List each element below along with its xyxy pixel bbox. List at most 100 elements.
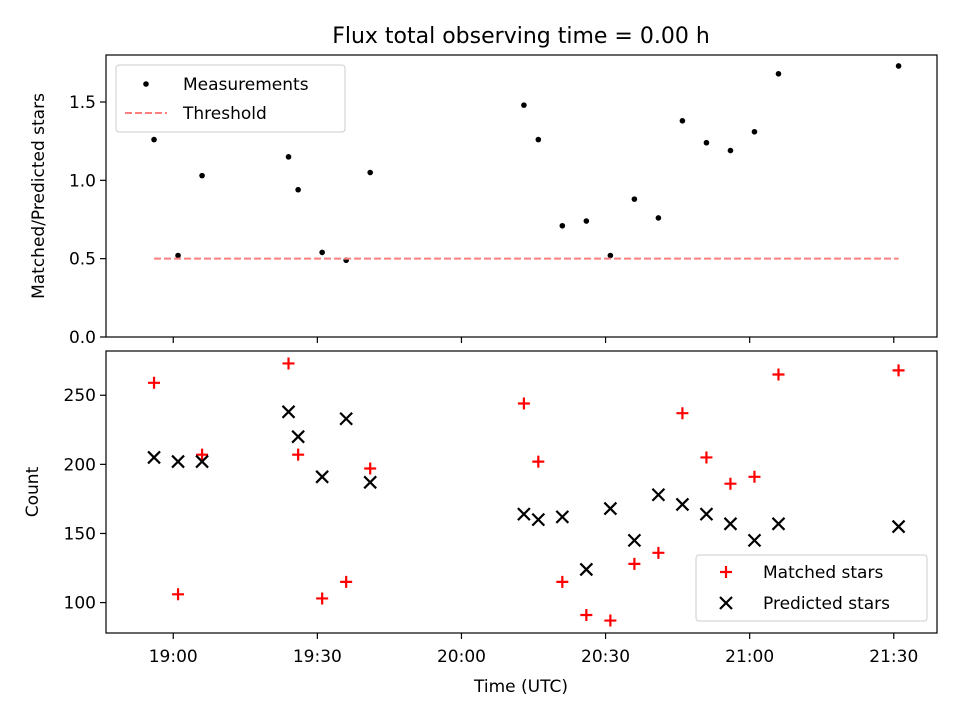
matched-star-point <box>652 546 665 559</box>
y-tick-label: 250 <box>64 386 96 406</box>
measurement-point <box>607 252 614 259</box>
matched-star-point <box>316 592 329 605</box>
measurement-point <box>285 154 292 160</box>
predicted-star-point <box>363 475 377 490</box>
bottom-y-ticks: 100 150 200 250 <box>64 386 106 614</box>
measurement-point <box>775 71 782 77</box>
matched-star-point <box>292 448 305 461</box>
measurement-point <box>199 172 205 179</box>
matched-star-point <box>892 364 905 377</box>
measurement-point <box>559 222 566 229</box>
measurement-point <box>703 139 710 146</box>
measurement-point <box>631 196 638 202</box>
matched-star-point <box>148 376 161 389</box>
measurement-point <box>895 63 902 69</box>
bottom-axes-frame <box>105 350 938 634</box>
top-y-ticks: 0.0 0.5 1.0 1.5 <box>69 93 106 348</box>
matched-star-point <box>556 575 569 588</box>
predicted-star-point <box>723 517 738 531</box>
measurement-point <box>367 169 373 176</box>
y-tick-label: 100 <box>64 594 96 614</box>
top-panel: 0.0 0.5 1.0 1.5 Matched/Predicted stars Mea… <box>29 54 938 348</box>
bottom-y-axis-label: Count <box>23 466 43 517</box>
top-y-axis-label: Matched/Predicted stars <box>29 93 49 299</box>
bottom-panel: 100 150 200 250 19:00 19:30 20:00 20:30 21:00 21… <box>23 350 938 697</box>
matched-star-point <box>628 557 641 570</box>
measurement-point <box>535 136 542 143</box>
predicted-star-point <box>291 429 305 444</box>
measurement-point <box>583 218 590 224</box>
predicted-star-point <box>603 501 618 516</box>
bottom-x-axis-label: Time (UTC) <box>473 677 568 697</box>
measurement-point <box>151 136 157 143</box>
legend-measurements-marker <box>143 81 149 87</box>
measurement-point <box>655 215 662 221</box>
legend-threshold-label: Threshold <box>182 104 267 124</box>
top-x-ticks <box>172 337 895 343</box>
legend-matched-marker <box>720 566 732 578</box>
y-tick-label: 150 <box>64 524 96 544</box>
predicted-star-point <box>281 405 296 419</box>
figure-title: Flux total observing time = 0.00 h <box>332 24 710 49</box>
y-tick-label: 1.5 <box>69 93 96 113</box>
measurement-point <box>727 147 734 154</box>
predicted-star-point <box>771 517 786 531</box>
y-tick-label: 0.0 <box>69 328 96 348</box>
predicted-star-point <box>315 470 329 484</box>
x-tick-label: 20:30 <box>581 647 630 667</box>
measurement-point <box>319 249 325 256</box>
legend-matched-label: Matched stars <box>763 563 883 583</box>
matched-star-point <box>532 455 545 468</box>
predicted-star-point <box>747 533 762 548</box>
matched-star-point <box>340 575 353 588</box>
predicted-star-point <box>675 497 690 512</box>
measurement-point <box>521 102 527 108</box>
matched-star-point <box>772 368 785 381</box>
measurement-point <box>751 128 758 135</box>
predicted-star-point <box>555 510 570 524</box>
matched-star-point <box>196 448 209 461</box>
matched-star-point <box>700 451 713 464</box>
legend-predicted-marker <box>719 596 733 610</box>
y-tick-label: 0.5 <box>69 250 96 270</box>
top-data-layer <box>151 63 902 264</box>
predicted-star-point <box>195 454 209 469</box>
predicted-star-point <box>579 562 594 577</box>
x-tick-label: 21:00 <box>725 647 774 667</box>
predicted-star-point <box>891 519 906 534</box>
bottom-data-layer <box>147 357 906 627</box>
matched-star-point <box>724 477 737 490</box>
measurement-point <box>295 186 301 193</box>
matched-star-point <box>282 357 295 370</box>
matched-star-point <box>517 397 530 410</box>
x-tick-label: 19:30 <box>293 647 342 667</box>
legend-predicted-label: Predicted stars <box>763 594 890 614</box>
matched-star-point <box>580 609 593 622</box>
x-tick-label: 19:00 <box>149 647 198 667</box>
matched-star-point <box>676 407 689 420</box>
predicted-star-point <box>651 487 666 502</box>
bottom-x-ticks: 19:00 19:30 20:00 20:30 21:00 21:30 <box>149 633 918 667</box>
matched-star-point <box>604 614 617 627</box>
predicted-star-point <box>627 533 642 548</box>
predicted-star-point <box>531 512 546 527</box>
predicted-star-point <box>339 411 353 426</box>
legend-measurements-label: Measurements <box>183 75 309 95</box>
x-tick-label: 20:00 <box>437 647 486 667</box>
top-legend: Measurements Threshold <box>115 64 346 133</box>
predicted-star-point <box>699 507 714 521</box>
predicted-star-point <box>171 454 185 469</box>
y-tick-label: 200 <box>64 455 96 475</box>
top-axes-frame <box>105 54 938 338</box>
matched-star-point <box>748 470 761 483</box>
measurement-point <box>679 118 686 124</box>
measurement-point <box>175 252 181 259</box>
bottom-legend: Matched stars Predicted stars <box>695 554 928 622</box>
predicted-star-point <box>517 507 531 521</box>
matched-star-point <box>172 588 185 601</box>
predicted-star-point <box>147 450 161 465</box>
y-tick-label: 1.0 <box>69 171 96 191</box>
x-tick-label: 21:30 <box>869 647 918 667</box>
matched-star-point <box>364 462 377 475</box>
